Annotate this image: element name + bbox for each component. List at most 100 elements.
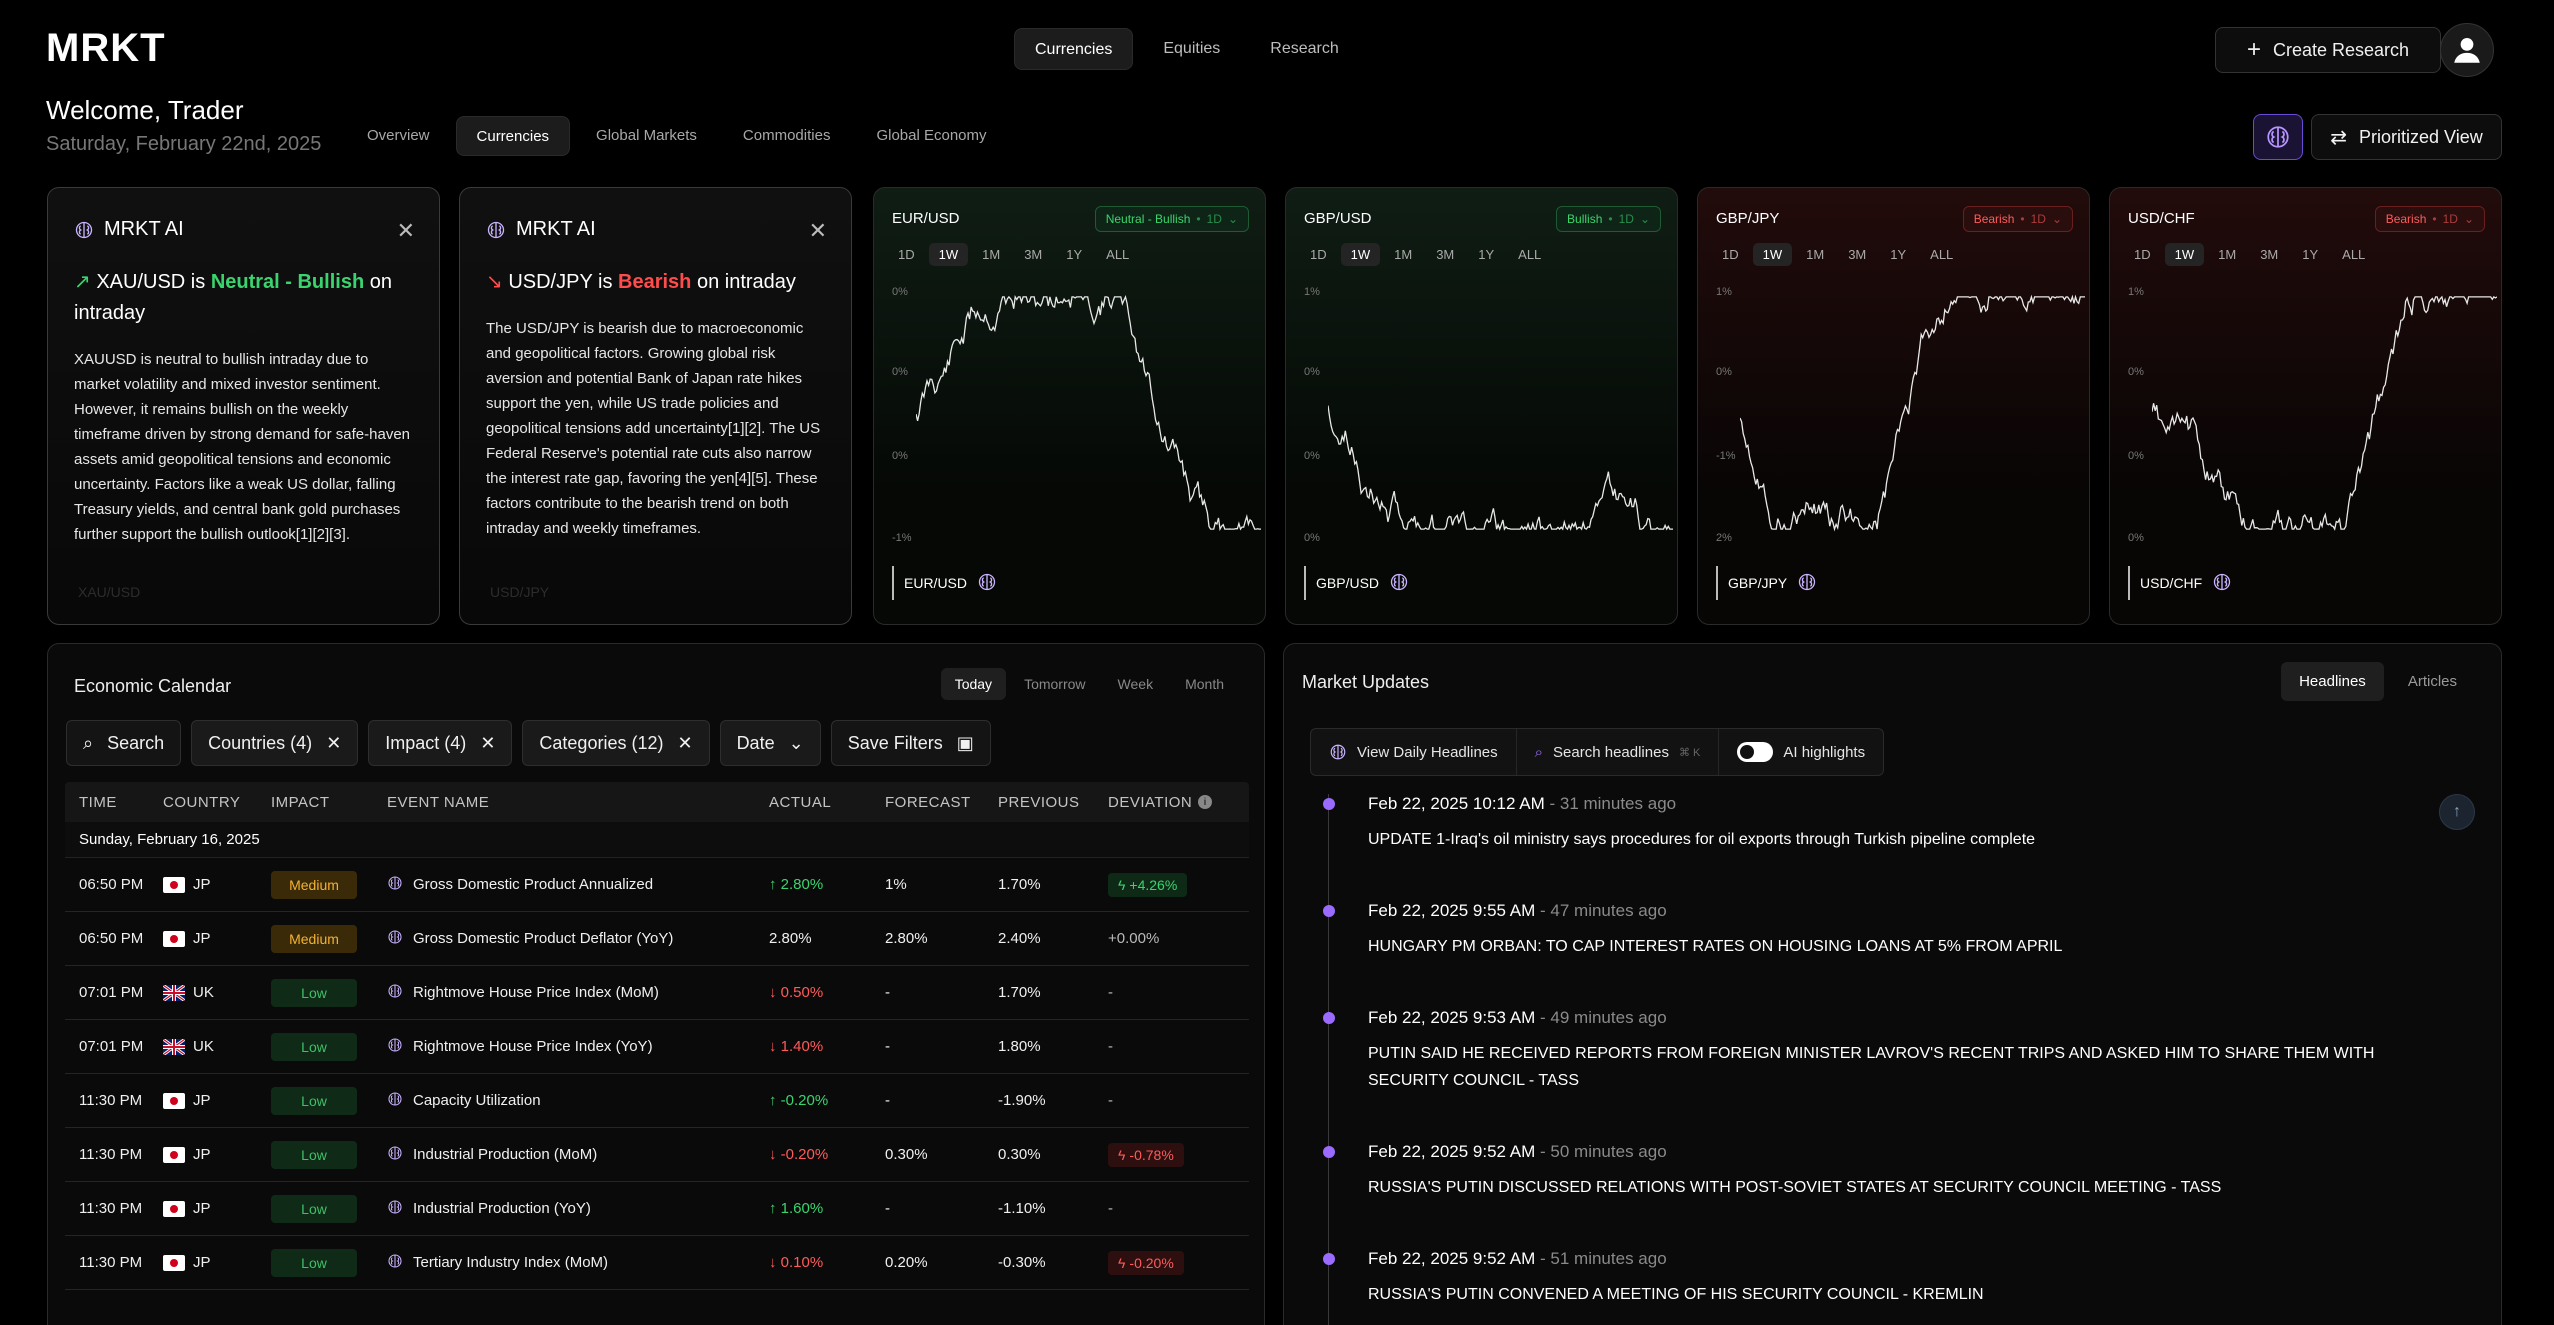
close-icon[interactable]: ✕ (326, 732, 342, 753)
timeframe-1y[interactable]: 1Y (1478, 247, 1495, 262)
table-row[interactable]: 11:30 PM JP Low Industrial Production (YoY)… (65, 1182, 1249, 1236)
timeframe-1y[interactable]: 1Y (1890, 247, 1907, 262)
close-icon[interactable]: ✕ (677, 732, 693, 753)
list-item[interactable]: Feb 22, 2025 9:52 AM - 50 minutes ago RUS… (1318, 1142, 2468, 1201)
currency-chart-card[interactable]: EUR/USD Neutral - Bullish • 1D ⌄ 1D 1W 1M 3M 1Y AL… (873, 187, 1266, 625)
categories-filter[interactable]: Categories (12) ✕ (522, 720, 710, 766)
search-button[interactable]: ⌕ Search (66, 720, 182, 766)
headline-text[interactable]: UPDATE 1-Iraq's oil ministry says proced… (1368, 831, 2036, 848)
timeframe-1y[interactable]: 1Y (1066, 247, 1083, 262)
timeframe-1w[interactable]: 1W (928, 243, 969, 266)
table-row[interactable]: 07:01 PM UK Low Rightmove House Price Index… (65, 966, 1249, 1020)
app-logo[interactable]: MRKT (46, 26, 166, 70)
timeframe-1m[interactable]: 1M (1806, 247, 1825, 262)
subnav-currencies[interactable]: Currencies (455, 116, 571, 156)
event-name[interactable]: Gross Domestic Product Annualized (387, 875, 769, 895)
timeframe-1m[interactable]: 1M (1394, 247, 1413, 262)
table-row[interactable]: 06:50 PM JP Medium Gross Domestic Product D… (65, 912, 1249, 966)
event-name[interactable]: Capacity Utilization (387, 1091, 769, 1111)
headline-text[interactable]: HUNGARY PM ORBAN: TO CAP INTEREST RATES … (1368, 938, 2063, 955)
timeframe-1d[interactable]: 1D (898, 247, 915, 262)
timeframe-1w[interactable]: 1W (2164, 243, 2205, 266)
ai-insight-button[interactable] (1389, 572, 1409, 595)
close-icon[interactable]: ✕ (808, 218, 827, 243)
event-name[interactable]: Rightmove House Price Index (MoM) (387, 983, 769, 1003)
price-line-chart[interactable] (1740, 284, 2085, 542)
table-row[interactable]: 06:50 PM JP Medium Gross Domestic Product A… (65, 858, 1249, 912)
col-time[interactable]: TIME (79, 793, 117, 811)
topnav-equities[interactable]: Equities (1163, 40, 1221, 57)
create-research-button[interactable]: + Create Research (2215, 27, 2441, 73)
sentiment-badge[interactable]: Bullish • 1D ⌄ (1556, 206, 1661, 232)
event-name[interactable]: Industrial Production (MoM) (387, 1145, 769, 1165)
tab-articles[interactable]: Articles (2407, 673, 2457, 690)
timeframe-1d[interactable]: 1D (1310, 247, 1327, 262)
tab-week[interactable]: Week (1117, 676, 1154, 692)
toggle-switch[interactable] (1737, 742, 1774, 762)
timeframe-1w[interactable]: 1W (1340, 243, 1381, 266)
subnav-commodities[interactable]: Commodities (742, 127, 831, 144)
ai-event-button[interactable] (387, 1199, 403, 1219)
price-line-chart[interactable] (2152, 284, 2497, 542)
col-actual[interactable]: ACTUAL (769, 793, 832, 811)
prioritized-view-button[interactable]: ⇄ Prioritized View (2311, 114, 2502, 160)
subnav-global-economy[interactable]: Global Economy (876, 127, 987, 144)
ai-event-button[interactable] (387, 1145, 403, 1165)
sentiment-badge[interactable]: Bearish • 1D ⌄ (1962, 206, 2073, 232)
sentiment-badge[interactable]: Bearish • 1D ⌄ (2374, 206, 2485, 232)
ai-event-button[interactable] (387, 983, 403, 1003)
list-item[interactable]: Feb 22, 2025 10:12 AM - 31 minutes ago UP… (1318, 794, 2468, 853)
subnav-global-markets[interactable]: Global Markets (596, 127, 697, 144)
topnav-currencies[interactable]: Currencies (1014, 28, 1134, 70)
timeframe-1m[interactable]: 1M (2218, 247, 2237, 262)
scroll-to-top-button[interactable]: ↑ (2439, 794, 2475, 830)
view-daily-headlines-button[interactable]: View Daily Headlines (1311, 729, 1517, 775)
col-previous[interactable]: PREVIOUS (998, 793, 1080, 811)
list-item[interactable]: Feb 22, 2025 9:52 AM - 51 minutes ago RUS… (1318, 1249, 2468, 1308)
headline-text[interactable]: PUTIN SAID HE RECEIVED REPORTS FROM FORE… (1368, 1045, 2375, 1089)
ai-highlights-toggle[interactable]: AI highlights (1719, 729, 1883, 775)
timeframe-3m[interactable]: 3M (1024, 247, 1043, 262)
table-row[interactable]: 11:30 PM JP Low Tertiary Industry Index (Mo… (65, 1236, 1249, 1290)
timeframe-3m[interactable]: 3M (2260, 247, 2279, 262)
price-line-chart[interactable] (1328, 284, 1673, 542)
timeframe-1d[interactable]: 1D (1722, 247, 1739, 262)
timeframe-all[interactable]: ALL (2342, 247, 2366, 262)
list-item[interactable]: Feb 22, 2025 9:53 AM - 49 minutes ago PUT… (1318, 1008, 2468, 1094)
col-event-name[interactable]: EVENT NAME (387, 793, 490, 811)
timeframe-3m[interactable]: 3M (1848, 247, 1867, 262)
info-icon[interactable]: i (1198, 795, 1213, 809)
timeframe-all[interactable]: ALL (1930, 247, 1954, 262)
ai-insight-button[interactable] (977, 572, 997, 595)
ai-insight-button[interactable] (1797, 572, 1817, 595)
ai-event-button[interactable] (387, 875, 403, 895)
col-forecast[interactable]: FORECAST (885, 793, 971, 811)
ai-event-button[interactable] (387, 929, 403, 949)
list-item[interactable]: Feb 22, 2025 9:55 AM - 47 minutes ago HUN… (1318, 901, 2468, 960)
col-impact[interactable]: IMPACT (271, 793, 330, 811)
timeframe-3m[interactable]: 3M (1436, 247, 1455, 262)
timeframe-1m[interactable]: 1M (982, 247, 1001, 262)
impact-filter[interactable]: Impact (4) ✕ (368, 720, 513, 766)
table-row[interactable]: 11:30 PM JP Low Capacity Utilization ↑ -0.20… (65, 1074, 1249, 1128)
ai-event-button[interactable] (387, 1253, 403, 1273)
event-name[interactable]: Tertiary Industry Index (MoM) (387, 1253, 769, 1273)
ai-insight-button[interactable] (2212, 572, 2232, 595)
col-deviation[interactable]: DEVIATION i (1108, 794, 1248, 811)
event-name[interactable]: Industrial Production (YoY) (387, 1199, 769, 1219)
timeframe-all[interactable]: ALL (1106, 247, 1130, 262)
close-icon[interactable]: ✕ (396, 218, 415, 243)
timeframe-1y[interactable]: 1Y (2302, 247, 2319, 262)
tab-today[interactable]: Today (940, 668, 1007, 700)
ai-mode-button[interactable] (2253, 114, 2303, 160)
tab-tomorrow[interactable]: Tomorrow (1024, 676, 1086, 692)
tab-month[interactable]: Month (1185, 676, 1224, 692)
currency-chart-card[interactable]: GBP/JPY Bearish • 1D ⌄ 1D 1W 1M 3M 1Y ALL 1% 0% -1% 2%… (1697, 187, 2090, 625)
headline-text[interactable]: RUSSIA'S PUTIN CONVENED A MEETING OF HIS… (1368, 1286, 1984, 1303)
price-line-chart[interactable] (916, 284, 1261, 542)
topnav-research[interactable]: Research (1270, 40, 1339, 57)
ai-event-button[interactable] (387, 1091, 403, 1111)
countries-filter[interactable]: Countries (4) ✕ (191, 720, 359, 766)
timeframe-1w[interactable]: 1W (1752, 243, 1793, 266)
close-icon[interactable]: ✕ (480, 732, 496, 753)
